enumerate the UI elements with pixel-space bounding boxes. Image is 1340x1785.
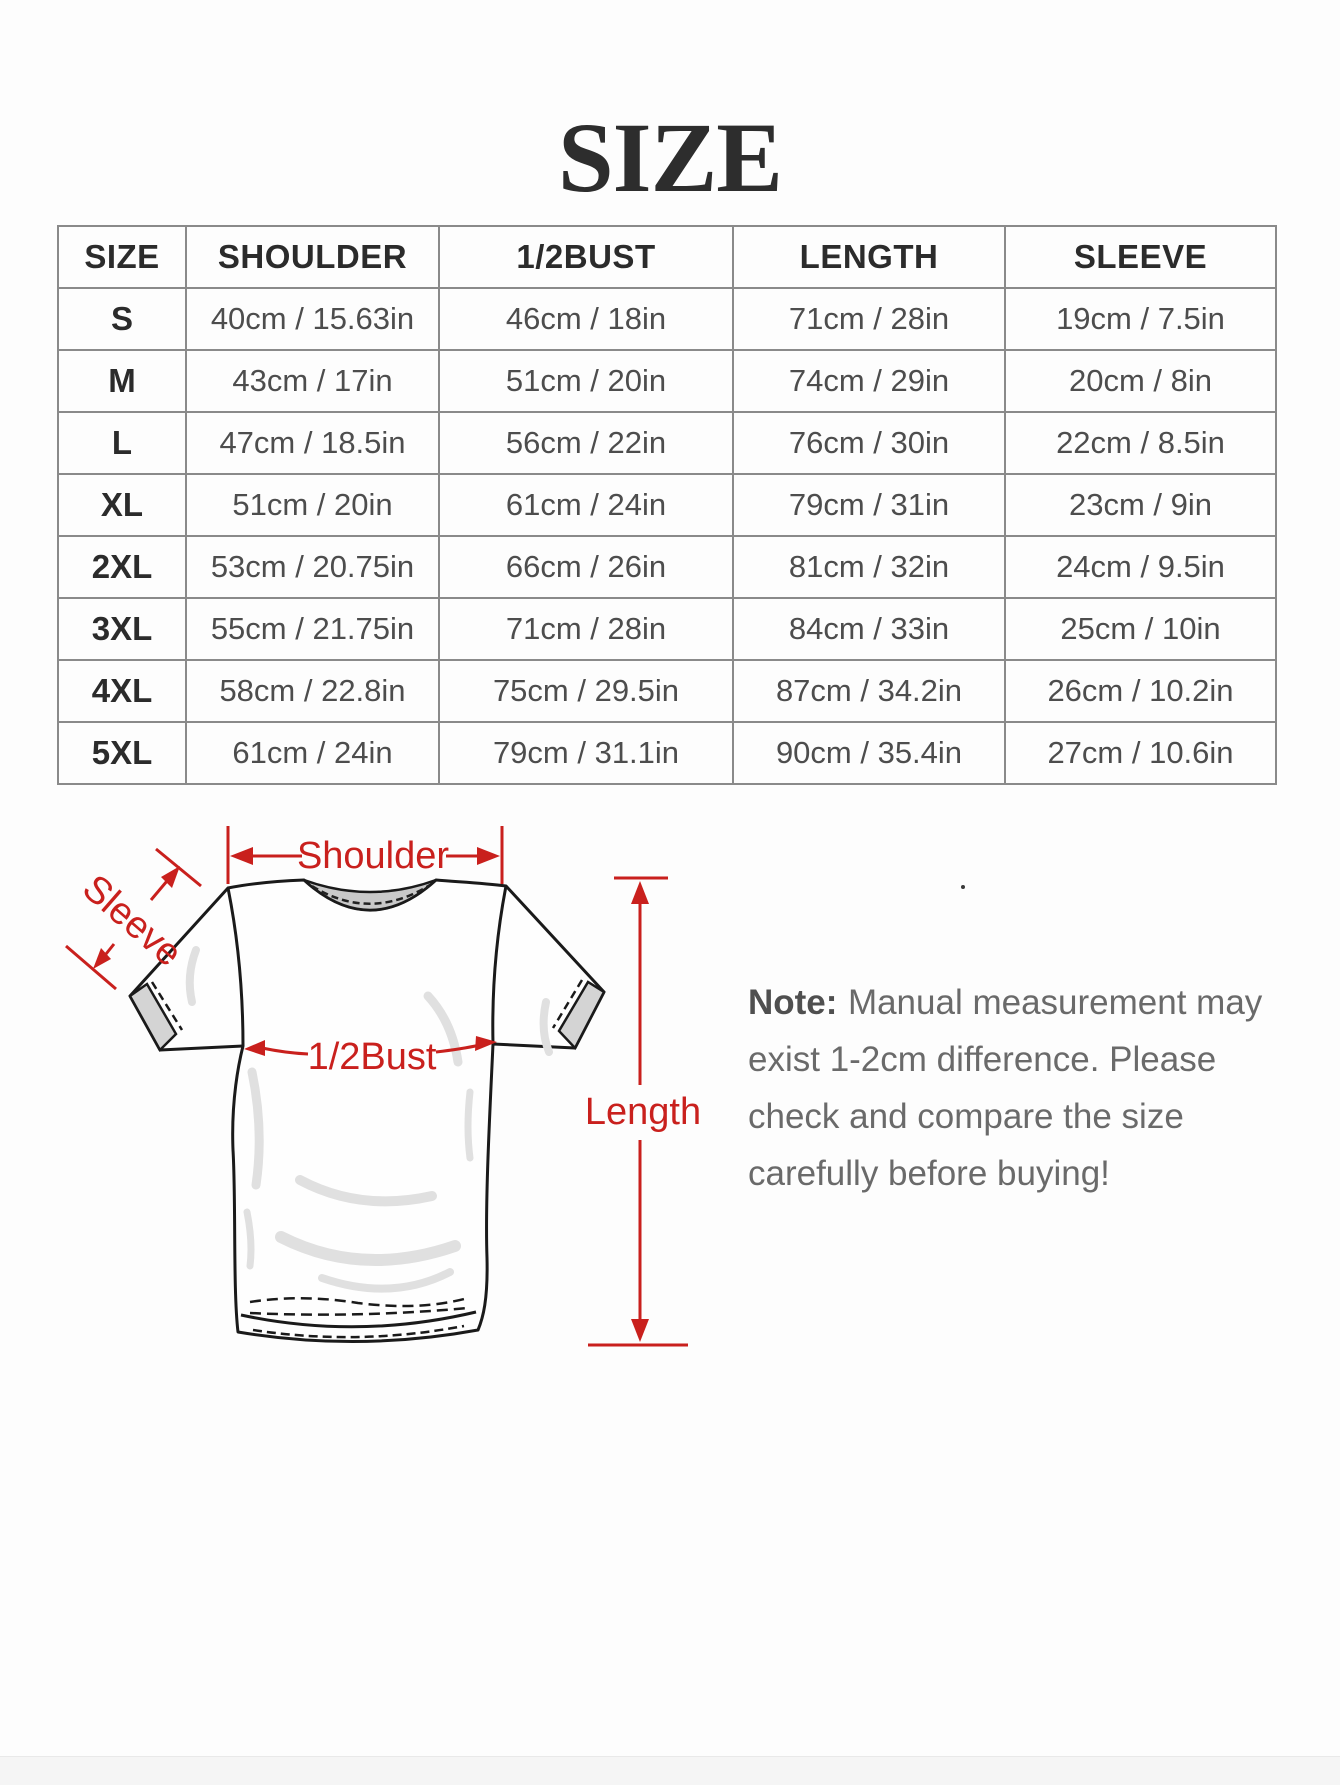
length-cell: 74cm / 29in xyxy=(732,349,1006,413)
length-cell: 76cm / 30in xyxy=(732,411,1006,475)
cuff-left xyxy=(128,982,178,1053)
column-header-bust: 1/2BUST xyxy=(438,225,734,289)
table-row: M 43cm / 17in 51cm / 20in 74cm / 29in 20… xyxy=(57,349,1277,413)
sleeve-arrowhead-bottom xyxy=(93,948,111,969)
column-header-size: SIZE xyxy=(57,225,187,289)
size-cell: 5XL xyxy=(57,721,187,785)
table-row: XL 51cm / 20in 61cm / 24in 79cm / 31in 2… xyxy=(57,473,1277,537)
shoulder-cell: 40cm / 15.63in xyxy=(185,287,440,351)
sleeve-arrowhead-top xyxy=(161,866,180,888)
shoulder-cell: 58cm / 22.8in xyxy=(185,659,440,723)
table-row: 5XL 61cm / 24in 79cm / 31.1in 90cm / 35.… xyxy=(57,721,1277,785)
sleeve-dimension-line xyxy=(104,880,169,955)
tshirt-body xyxy=(128,878,606,1343)
sleeve-cell: 24cm / 9.5in xyxy=(1004,535,1277,599)
sleeve-tick-bottom xyxy=(65,944,117,991)
size-cell: 4XL xyxy=(57,659,187,723)
armhole-seam-right xyxy=(491,885,508,1045)
sleeve-cell: 26cm / 10.2in xyxy=(1004,659,1277,723)
tshirt-illustration xyxy=(128,878,606,1343)
page-title: SIZE xyxy=(558,102,783,213)
column-header-shoulder: SHOULDER xyxy=(185,225,440,289)
size-cell: L xyxy=(57,411,187,475)
shoulder-arrowhead-right xyxy=(477,847,500,865)
length-cell: 81cm / 32in xyxy=(732,535,1006,599)
sleeve-cell: 25cm / 10in xyxy=(1004,597,1277,661)
shoulder-cell: 53cm / 20.75in xyxy=(185,535,440,599)
note-line: exist 1-2cm difference. Please xyxy=(748,1040,1217,1079)
length-cell: 79cm / 31in xyxy=(732,473,1006,537)
table-row: 4XL 58cm / 22.8in 75cm / 29.5in 87cm / 3… xyxy=(57,659,1277,723)
length-annotation: Length xyxy=(585,876,701,1347)
length-cell: 90cm / 35.4in xyxy=(732,721,1006,785)
shoulder-cell: 61cm / 24in xyxy=(185,721,440,785)
column-header-sleeve: SLEEVE xyxy=(1004,225,1277,289)
note-line: carefully before buying! xyxy=(748,1154,1110,1193)
length-cell: 71cm / 28in xyxy=(732,287,1006,351)
bust-cell: 51cm / 20in xyxy=(438,349,734,413)
collar-band xyxy=(303,878,437,912)
note-label: Note: xyxy=(748,983,838,1022)
shoulder-label: Shoulder xyxy=(297,835,449,877)
length-label: Length xyxy=(585,1091,701,1133)
shoulder-cell: 55cm / 21.75in xyxy=(185,597,440,661)
bust-cell: 75cm / 29.5in xyxy=(438,659,734,723)
note-text: Manual measurement may xyxy=(847,983,1263,1022)
bust-arrowhead-left xyxy=(244,1040,265,1056)
shoulder-annotation: Shoulder xyxy=(226,826,504,884)
bust-label: 1/2Bust xyxy=(308,1036,437,1078)
bust-cell: 71cm / 28in xyxy=(438,597,734,661)
tshirt-measurement-diagram: Shoulder Sleeve 1/2Bust Length xyxy=(65,826,701,1347)
note-line: check and compare the size xyxy=(748,1097,1184,1136)
size-cell: XL xyxy=(57,473,187,537)
bust-cell: 56cm / 22in xyxy=(438,411,734,475)
collar-stitching xyxy=(311,883,431,905)
cuff-left-stitching xyxy=(150,981,184,1031)
sleeve-cell: 20cm / 8in xyxy=(1004,349,1277,413)
length-arrowhead-down xyxy=(631,1319,649,1342)
sleeve-cell: 23cm / 9in xyxy=(1004,473,1277,537)
measurement-note: Note: Manual measurement may exist 1-2cm … xyxy=(748,974,1268,1202)
sleeve-cell: 22cm / 8.5in xyxy=(1004,411,1277,475)
size-cell: 3XL xyxy=(57,597,187,661)
hem-stitching xyxy=(240,1296,477,1339)
shoulder-cell: 51cm / 20in xyxy=(185,473,440,537)
bust-annotation: 1/2Bust xyxy=(244,1036,497,1078)
bottom-strip xyxy=(0,1756,1340,1785)
length-cell: 87cm / 34.2in xyxy=(732,659,1006,723)
size-cell: 2XL xyxy=(57,535,187,599)
cuff-right xyxy=(557,980,606,1051)
length-cell: 84cm / 33in xyxy=(732,597,1006,661)
note-line: Note: Manual measurement may xyxy=(748,974,1268,1031)
speck-artifact xyxy=(961,885,965,889)
shoulder-cell: 47cm / 18.5in xyxy=(185,411,440,475)
length-arrowhead-up xyxy=(631,881,649,904)
shoulder-cell: 43cm / 17in xyxy=(185,349,440,413)
armhole-seam-left xyxy=(226,887,245,1047)
size-cell: S xyxy=(57,287,187,351)
table-row: 2XL 53cm / 20.75in 66cm / 26in 81cm / 32… xyxy=(57,535,1277,599)
size-chart-table: SIZE SHOULDER 1/2BUST LENGTH SLEEVE S 40… xyxy=(57,225,1277,785)
bust-cell: 66cm / 26in xyxy=(438,535,734,599)
sleeve-cell: 27cm / 10.6in xyxy=(1004,721,1277,785)
bust-cell: 46cm / 18in xyxy=(438,287,734,351)
table-row: S 40cm / 15.63in 46cm / 18in 71cm / 28in… xyxy=(57,287,1277,351)
sleeve-cell: 19cm / 7.5in xyxy=(1004,287,1277,351)
table-row: L 47cm / 18.5in 56cm / 22in 76cm / 30in … xyxy=(57,411,1277,475)
bust-arrowhead-right xyxy=(475,1036,497,1051)
bust-cell: 61cm / 24in xyxy=(438,473,734,537)
table-row: 3XL 55cm / 21.75in 71cm / 28in 84cm / 33… xyxy=(57,597,1277,661)
table-header-row: SIZE SHOULDER 1/2BUST LENGTH SLEEVE xyxy=(57,225,1277,289)
column-header-length: LENGTH xyxy=(732,225,1006,289)
size-cell: M xyxy=(57,349,187,413)
shoulder-arrowhead-left xyxy=(230,847,253,865)
bust-cell: 79cm / 31.1in xyxy=(438,721,734,785)
cuff-right-stitching xyxy=(551,979,584,1029)
wrinkle-marks xyxy=(185,946,553,1293)
